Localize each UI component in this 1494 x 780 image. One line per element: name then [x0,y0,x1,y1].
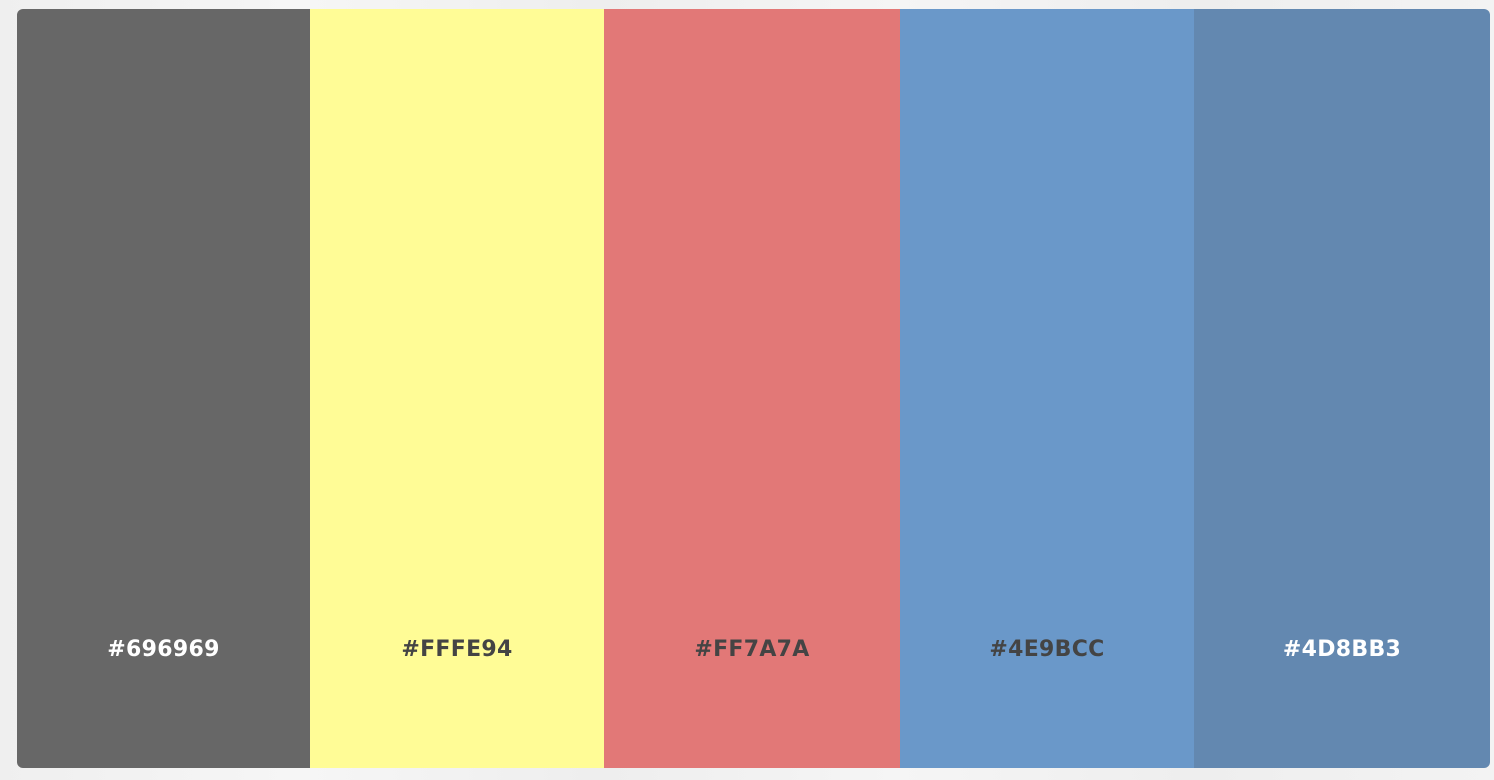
color-palette: #696969 #FFFE94 #FF7A7A #4E9BCC #4D8BB3 [17,9,1490,768]
color-swatch-4[interactable]: #4E9BCC [900,9,1194,768]
color-swatch-1[interactable]: #696969 [17,9,310,768]
color-swatch-2[interactable]: #FFFE94 [310,9,604,768]
swatch-hex-label: #696969 [107,637,220,662]
swatch-hex-label: #FFFE94 [401,637,513,662]
color-swatch-3[interactable]: #FF7A7A [604,9,900,768]
swatch-hex-label: #4D8BB3 [1282,637,1402,662]
color-swatch-5[interactable]: #4D8BB3 [1194,9,1490,768]
swatch-hex-label: #4E9BCC [989,637,1105,662]
swatch-hex-label: #FF7A7A [694,637,810,662]
